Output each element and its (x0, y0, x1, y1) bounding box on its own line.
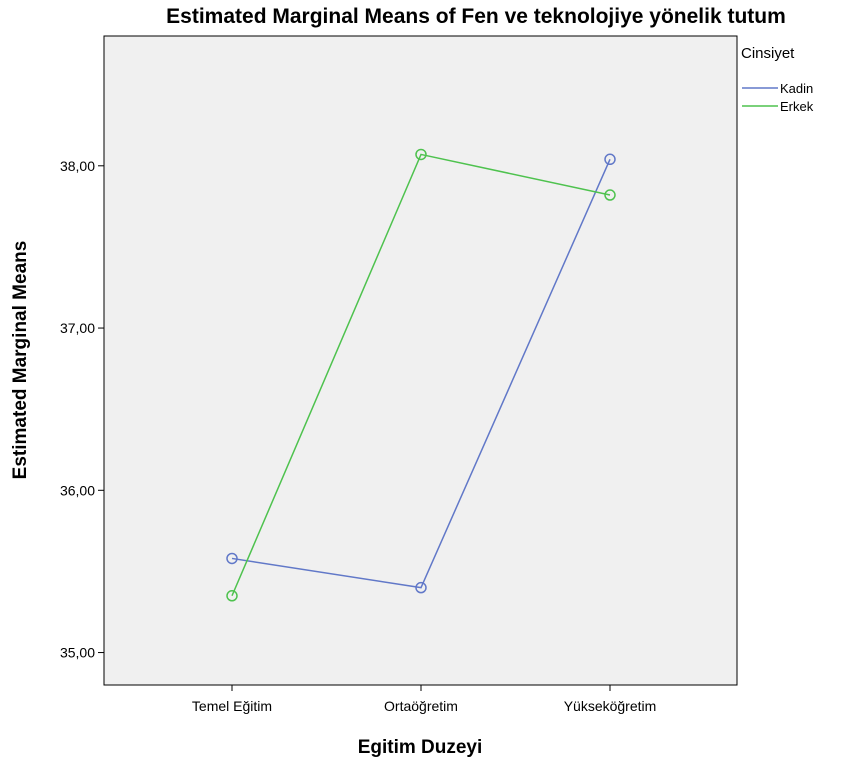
y-tick-label: 36,00 (60, 482, 95, 498)
y-axis-title: Estimated Marginal Means (10, 241, 31, 480)
series-erkek (226, 148, 616, 602)
data-point (226, 552, 238, 565)
x-tick-label: Ortaöğretim (384, 698, 458, 714)
legend: Cinsiyet Kadin Erkek (741, 45, 814, 114)
series-line (231, 159, 611, 589)
y-tick-label: 38,00 (60, 158, 95, 174)
y-axis: 35,00 36,00 37,00 38,00 (60, 158, 104, 661)
plot-area (103, 35, 738, 686)
legend-title: Cinsiyet (741, 45, 795, 62)
legend-label: Kadin (780, 81, 813, 96)
x-tick-label: Temel Eğitim (192, 698, 272, 714)
x-axis: Temel Eğitim Ortaöğretim Yükseköğretim (192, 685, 656, 714)
data-point (415, 148, 427, 161)
y-tick-label: 37,00 (60, 320, 95, 336)
series-kadin (226, 153, 616, 594)
data-point (415, 581, 427, 594)
legend-item: Erkek (742, 99, 814, 114)
x-tick-label: Yükseköğretim (564, 698, 657, 714)
series-layer (226, 148, 616, 602)
legend-label: Erkek (780, 99, 814, 114)
legend-item: Kadin (742, 81, 813, 96)
series-line (231, 153, 611, 597)
data-point (226, 590, 238, 602)
data-point (604, 153, 616, 166)
chart-title: Estimated Marginal Means of Fen ve tekno… (166, 5, 786, 28)
y-tick-label: 35,00 (60, 645, 95, 661)
data-point (604, 189, 616, 201)
x-axis-title: Egitim Duzeyi (358, 737, 483, 758)
